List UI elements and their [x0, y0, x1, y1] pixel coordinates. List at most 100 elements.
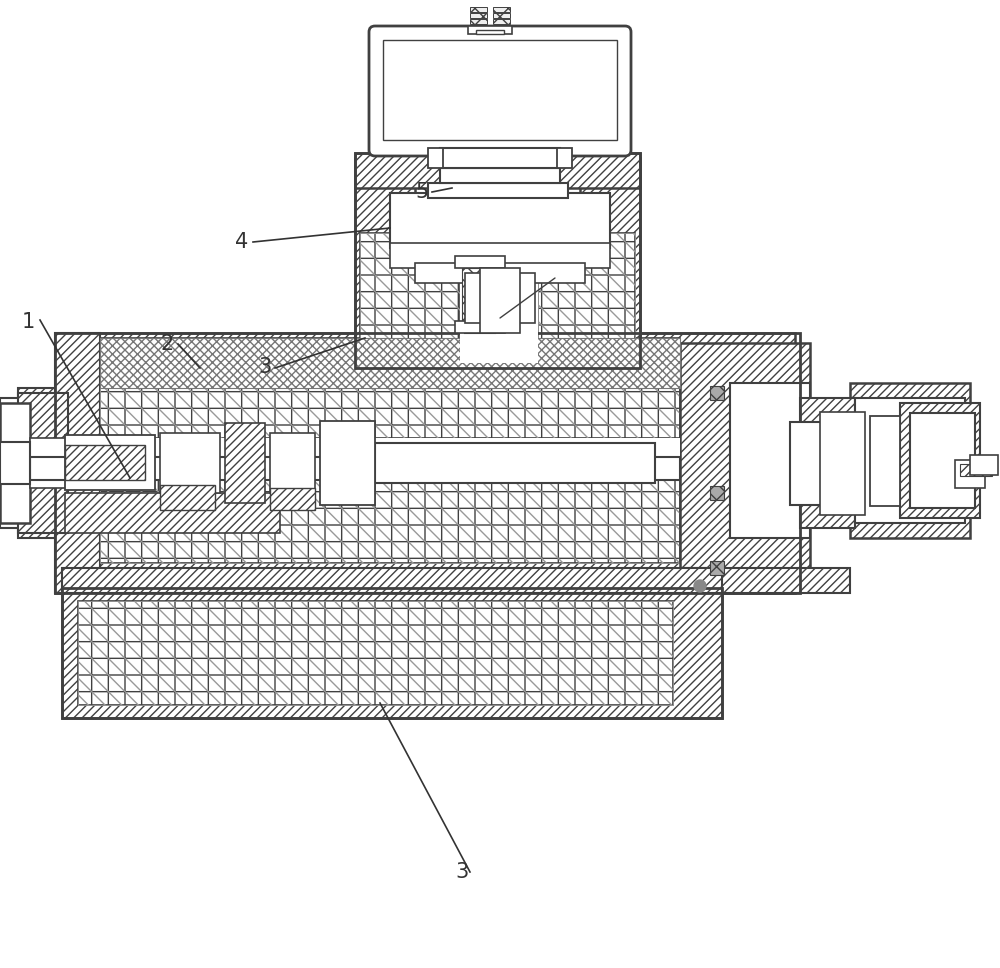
Bar [270, 433, 315, 493]
Bar [710, 386, 724, 400]
Bar [465, 273, 535, 323]
Bar [0, 398, 25, 528]
Bar [428, 183, 568, 198]
Bar [30, 438, 90, 488]
Bar [0, 442, 30, 484]
Bar [820, 412, 865, 515]
Bar [465, 263, 495, 333]
Bar [160, 433, 220, 493]
Bar [730, 383, 810, 538]
Bar [355, 153, 640, 368]
Bar [55, 543, 795, 593]
Bar [160, 485, 215, 510]
Circle shape [694, 580, 706, 592]
Bar [680, 343, 810, 578]
Bar [100, 338, 680, 388]
Bar [900, 403, 980, 518]
Bar [18, 388, 63, 538]
Bar [62, 588, 722, 718]
Bar [18, 453, 98, 468]
Bar [320, 421, 375, 505]
Bar [390, 193, 610, 248]
Bar [100, 338, 680, 438]
Bar [78, 601, 673, 705]
Bar [100, 438, 680, 463]
Bar [340, 358, 660, 383]
Text: 1: 1 [22, 312, 35, 332]
Bar [100, 463, 680, 563]
Bar [580, 158, 640, 368]
Bar [270, 488, 315, 510]
Bar [360, 233, 460, 363]
Bar [55, 333, 100, 593]
Bar [470, 7, 487, 12]
Bar [970, 455, 998, 475]
Bar [470, 25, 487, 30]
Bar [62, 568, 722, 593]
Bar [468, 26, 512, 34]
Bar [850, 383, 970, 538]
Bar [790, 422, 860, 505]
Bar [30, 457, 680, 480]
Text: 3: 3 [455, 862, 468, 882]
Bar [800, 398, 855, 528]
Bar [65, 435, 155, 490]
Bar [480, 268, 520, 333]
Bar [955, 460, 985, 488]
Bar [62, 588, 722, 718]
Bar [493, 25, 510, 30]
Bar [680, 568, 850, 593]
Bar [18, 393, 68, 533]
Bar [960, 464, 992, 476]
Bar [440, 148, 560, 168]
Bar [470, 13, 487, 18]
Bar [55, 333, 795, 383]
Bar [390, 243, 610, 268]
Bar [65, 493, 280, 533]
Bar [455, 256, 505, 268]
Bar [360, 233, 460, 363]
Bar [415, 263, 585, 283]
Text: 3: 3 [258, 357, 271, 377]
Bar [462, 268, 498, 323]
Bar [571, 353, 640, 373]
Bar [440, 168, 560, 183]
Bar [557, 148, 572, 168]
Bar [375, 443, 655, 483]
Bar [855, 398, 965, 523]
Bar [870, 416, 900, 506]
Bar [428, 148, 443, 168]
Bar [460, 233, 538, 363]
Bar [225, 423, 265, 503]
Bar [493, 19, 510, 24]
Bar [65, 445, 145, 480]
Bar [910, 413, 975, 508]
Bar [455, 321, 505, 333]
Bar [0, 403, 30, 523]
Bar [470, 19, 487, 24]
Circle shape [711, 387, 723, 399]
Bar [493, 13, 510, 18]
Bar [100, 338, 680, 438]
Bar [78, 601, 673, 705]
Bar [355, 353, 425, 373]
Circle shape [711, 487, 723, 499]
Bar [538, 233, 635, 363]
Bar [710, 486, 724, 500]
Circle shape [711, 562, 723, 574]
Bar [355, 153, 640, 188]
Text: 2: 2 [160, 334, 173, 354]
Bar [100, 463, 680, 563]
Bar [476, 30, 504, 34]
Bar [538, 233, 635, 363]
Bar [55, 333, 800, 593]
FancyBboxPatch shape [369, 26, 631, 156]
Bar [383, 40, 617, 140]
Bar [493, 7, 510, 12]
Bar [375, 33, 625, 148]
Bar [710, 561, 724, 575]
Bar [100, 438, 680, 473]
Text: 5: 5 [415, 182, 428, 202]
Bar [355, 158, 415, 368]
Text: 4: 4 [235, 232, 248, 252]
